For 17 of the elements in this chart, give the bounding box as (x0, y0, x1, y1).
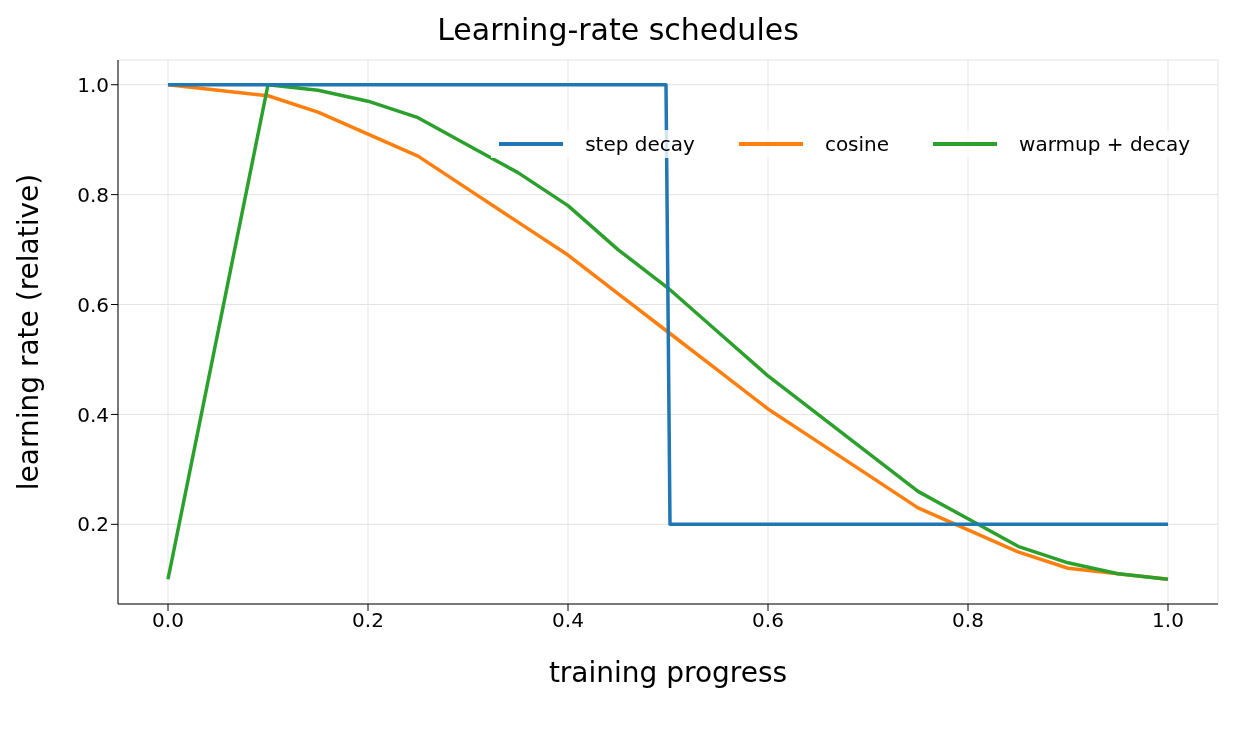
y-tick-label: 1.0 (77, 72, 109, 97)
x-tick-label: 0.8 (952, 608, 984, 633)
legend-label: step decay (585, 132, 695, 156)
y-tick-label: 0.8 (77, 182, 109, 207)
chart-title: Learning-rate schedules (436, 11, 800, 49)
x-tick-label: 0.2 (352, 608, 384, 633)
x-tick-label: 0.6 (752, 608, 784, 633)
y-tick-label: 0.2 (77, 512, 109, 537)
x-axis-title: training progress (548, 656, 788, 689)
x-tick-label: 1.0 (1152, 608, 1184, 633)
y-axis-title: learning rate (relative) (11, 173, 45, 491)
x-tick-label: 0.4 (552, 608, 584, 633)
legend-label: warmup + decay (1019, 132, 1190, 156)
x-tick-label: 0.0 (152, 608, 184, 633)
y-tick-label: 0.6 (77, 292, 109, 317)
y-tick-label: 0.4 (77, 402, 109, 427)
legend-label: cosine (824, 132, 890, 156)
